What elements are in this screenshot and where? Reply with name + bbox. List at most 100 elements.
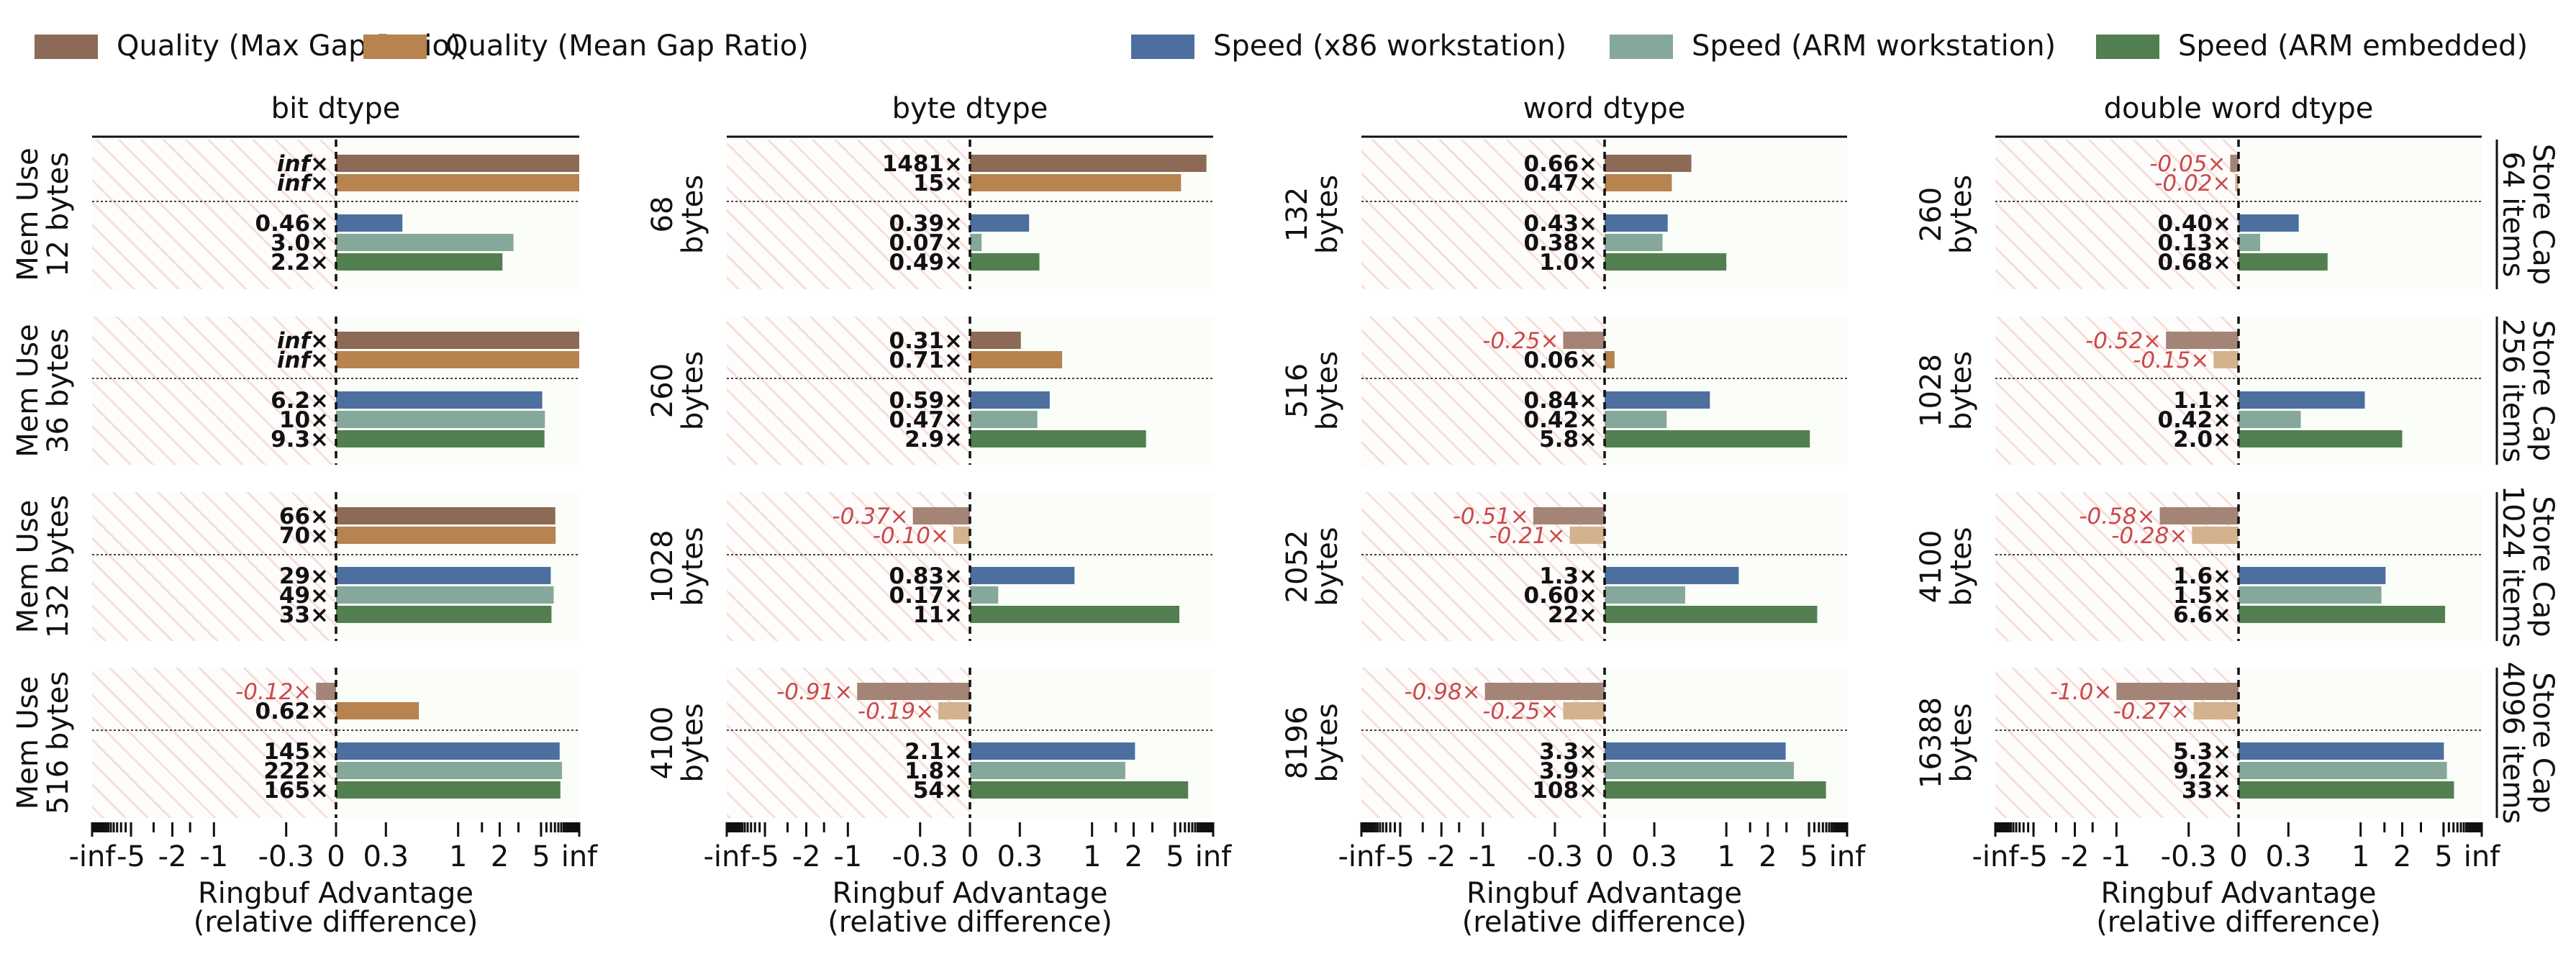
ylabel-line: bytes <box>676 351 709 430</box>
quality-bar <box>953 527 970 544</box>
quality-bar <box>2230 155 2239 172</box>
row-ylabel: 260bytes <box>646 351 709 430</box>
tick-label: 0 <box>2229 840 2247 873</box>
bar-value-label: 49× <box>279 583 329 609</box>
tick-label: -1 <box>833 840 862 873</box>
bar-value-label: 54× <box>913 778 963 804</box>
panel: -0.37×-0.10× 0.83×0.17×11× 1028bytes <box>646 492 1213 641</box>
quality-bar <box>336 351 579 368</box>
bar-value-label: -0.12× <box>235 679 312 705</box>
speed-bar <box>336 430 545 447</box>
speed-bar <box>970 411 1038 428</box>
panel: 66×70× 29×49×33× Mem Use132 bytes <box>12 492 579 641</box>
bar-value-label: -0.15× <box>2133 347 2209 373</box>
legend-label: Speed (ARM workstation) <box>1692 29 2056 63</box>
ylabel-line: 132 bytes <box>42 495 75 638</box>
xlabel-line: (relative difference) <box>2096 906 2381 939</box>
ylabel-line: bytes <box>676 175 709 254</box>
ylabel-line: 516 bytes <box>42 671 75 814</box>
row-ylabel: Mem Use12 bytes <box>12 147 75 281</box>
speed-bar <box>1605 606 1818 623</box>
row-title: Store Cap4096 items <box>2496 662 2559 824</box>
bar-value-label: 0.31× <box>889 328 963 354</box>
xlabel-line: Ringbuf Advantage <box>1466 877 1742 910</box>
row-ylabel: 16388bytes <box>1915 697 1978 788</box>
bar-value-label: 108× <box>1532 778 1597 804</box>
bar-value-label: 1.0× <box>1539 250 1597 276</box>
ylabel-line: 4100 <box>1915 530 1948 604</box>
quality-bar <box>1563 332 1605 349</box>
row-title: Store Cap1024 items <box>2496 486 2559 648</box>
ylabel-line: 132 <box>1281 187 1314 242</box>
bar-value-label: 0.47× <box>1524 171 1597 196</box>
bar-value-label: 2.9× <box>904 427 963 453</box>
row-ylabel: 8196bytes <box>1281 703 1344 782</box>
speed-bar <box>970 567 1075 584</box>
bar-value-label: 0.68× <box>2158 250 2231 276</box>
tick-label: inf <box>1195 840 1232 873</box>
bar-value-label: 9.2× <box>2173 758 2231 784</box>
speed-bar <box>336 586 554 604</box>
bar-value-label: -0.19× <box>858 699 934 724</box>
panel: -0.91×-0.19× 2.1×1.8×54× 4100bytes <box>646 668 1213 818</box>
row-ylabel: Mem Use36 bytes <box>12 324 75 458</box>
ylabel-line: 516 <box>1281 363 1314 418</box>
speed-bar <box>2239 586 2382 604</box>
bar-value-label: -0.25× <box>1482 699 1559 724</box>
speed-bar <box>970 742 1135 760</box>
speed-bar <box>970 762 1125 779</box>
tick-label: 1 <box>1083 840 1101 873</box>
legend-entry: Speed (ARM workstation) <box>1610 29 2056 63</box>
row-ylabel: Mem Use132 bytes <box>12 495 75 638</box>
speed-bar <box>2239 606 2446 623</box>
legend-swatch <box>2096 35 2159 59</box>
panel: -0.12×0.62× 145×222×165× Mem Use516 bytes <box>12 668 579 818</box>
bar-value-label: 0.07× <box>889 230 963 256</box>
facet-grid: inf×inf×0.46×3.0×2.2×Mem Use12 bytes 1481… <box>12 92 2559 939</box>
negative-region <box>727 317 970 465</box>
ylabel-line: bytes <box>1945 175 1978 254</box>
ylabel-line: bytes <box>1945 703 1978 782</box>
quality-bar <box>912 507 970 524</box>
bar-value-label: -0.10× <box>873 523 949 549</box>
panel: inf×inf× 6.2×10×9.3× Mem Use36 bytes <box>12 317 579 465</box>
quality-bar <box>2166 332 2239 349</box>
panel: -0.25×0.06× 0.84×0.42×5.8× 516bytes <box>1281 317 1847 465</box>
bar-value-label: 2.1× <box>904 739 963 765</box>
bar-value-label: 1.6× <box>2173 563 2231 589</box>
ylabel-line: bytes <box>676 527 709 606</box>
tick-label: -inf <box>69 840 117 873</box>
x-axis: -inf -5 -2 -1 -0.3 0 0.3 1 2 5 inf Ringbuf Advantag… <box>704 822 1232 939</box>
speed-bar <box>970 606 1179 623</box>
panel: -0.05×-0.02× 0.40×0.13×0.68× 260bytes <box>1915 140 2482 289</box>
speed-bar <box>1605 762 1795 779</box>
speed-bar <box>336 606 552 623</box>
speed-bar <box>336 742 560 760</box>
tick-label: 1 <box>449 840 467 873</box>
bar-value-label: 3.0× <box>271 230 329 256</box>
panel: -0.98×-0.25× 3.3×3.9×108× 8196bytes <box>1281 668 1847 818</box>
negative-region <box>727 140 970 289</box>
tick-label: 2 <box>1125 840 1143 873</box>
tick-label: 5 <box>2434 840 2452 873</box>
tick-label: -2 <box>1427 840 1456 873</box>
x-axis: -inf -5 -2 -1 -0.3 0 0.3 1 2 5 inf Ringbuf Advantag… <box>1338 822 1866 939</box>
ylabel-line: bytes <box>676 703 709 782</box>
bar-value-label: 0.60× <box>1524 583 1597 609</box>
bar-value-label: 0.59× <box>889 388 963 414</box>
quality-bar <box>2235 174 2239 191</box>
quality-bar <box>316 683 336 700</box>
speed-bar <box>2239 762 2447 779</box>
row-ylabel: 4100bytes <box>1915 527 1978 606</box>
bar-value-label: 0.42× <box>1524 407 1597 433</box>
x-axis-label: Ringbuf Advantage (relative difference) <box>1462 877 1747 939</box>
quality-bar <box>938 702 970 719</box>
bar-value-label: 1.5× <box>2173 583 2231 609</box>
bar-value-label: 22× <box>1548 602 1597 628</box>
legend-label: Speed (ARM embedded) <box>2178 29 2528 63</box>
bar-value-label: 0.42× <box>2158 407 2231 433</box>
row-title-line: 4096 items <box>2496 662 2529 824</box>
quality-bar <box>336 155 579 172</box>
speed-bar <box>2239 214 2299 232</box>
tick-label: 0 <box>961 840 979 873</box>
